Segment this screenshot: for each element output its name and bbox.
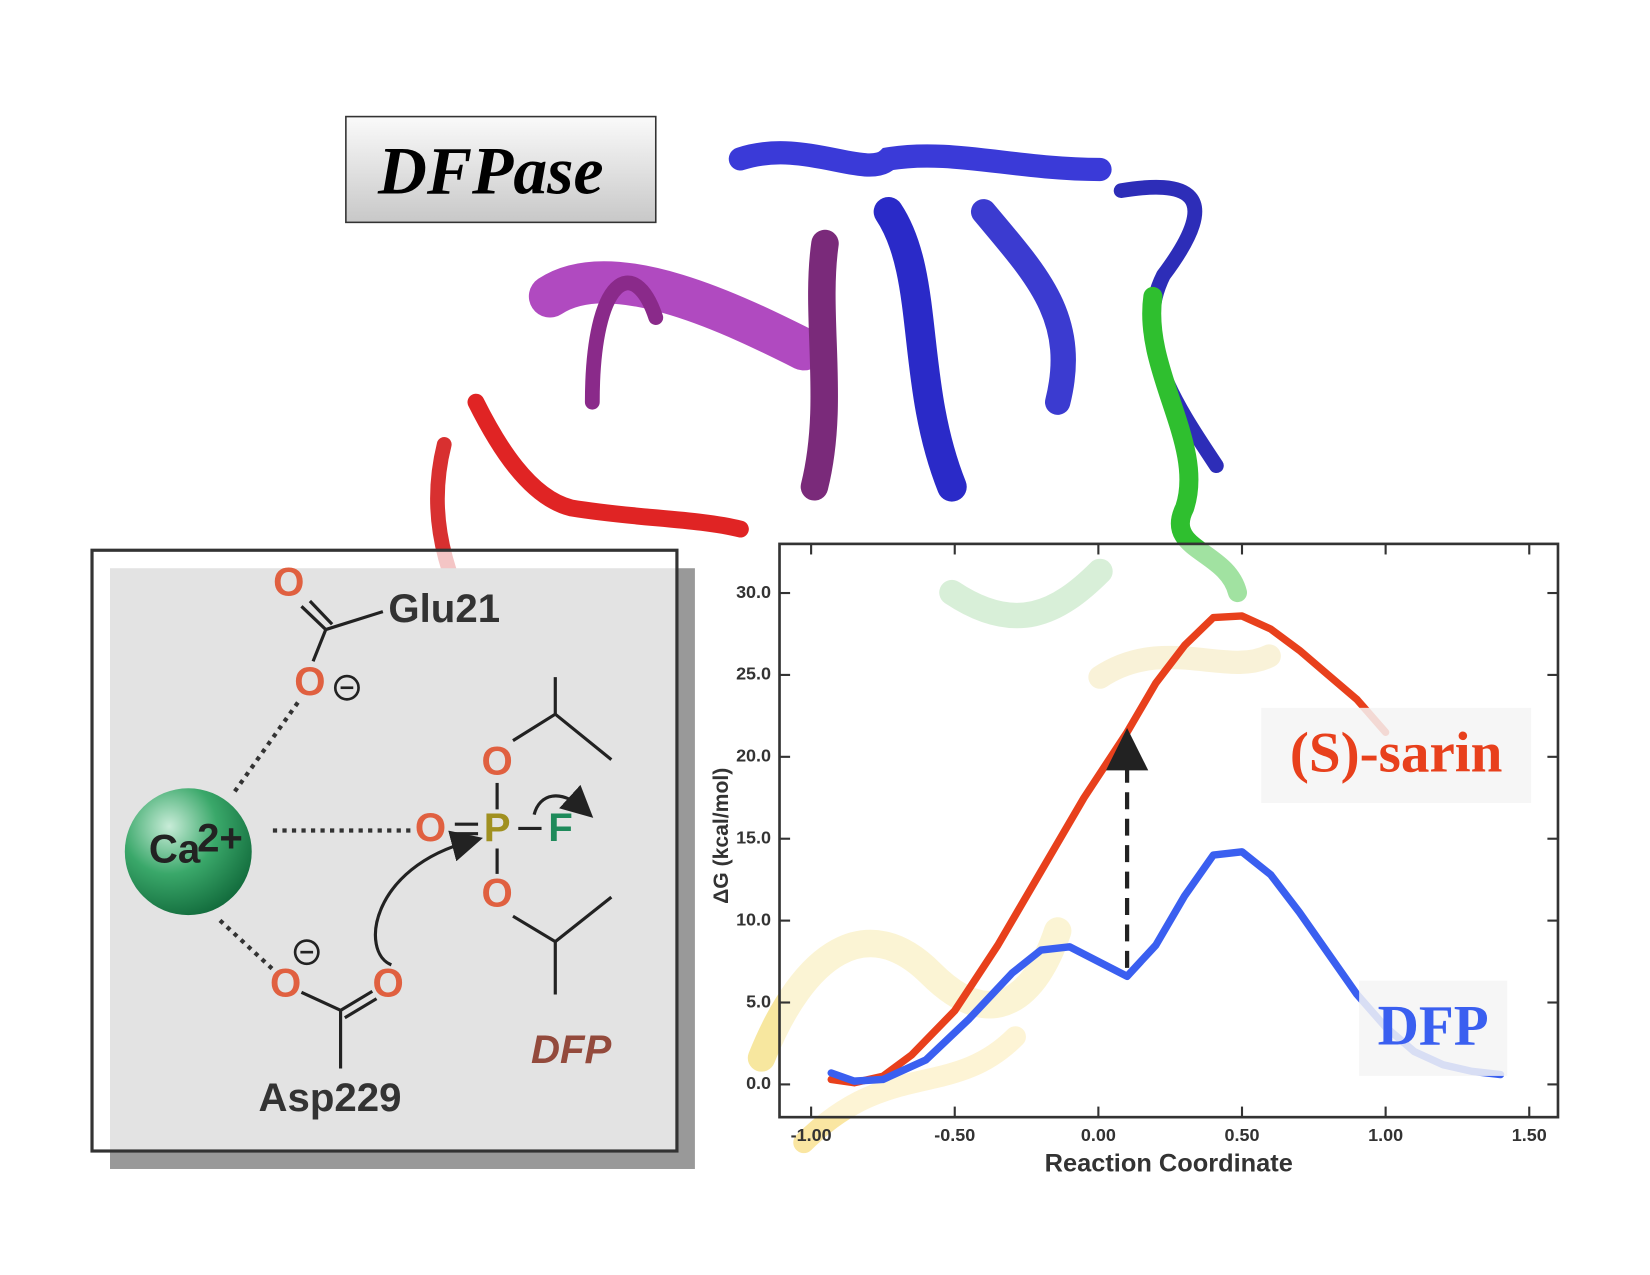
x-tick-label: 0.00: [1081, 1125, 1116, 1145]
y-tick-label: 10.0: [736, 909, 771, 929]
bonds: [300, 599, 613, 1069]
substrate-label: DFP: [531, 1027, 612, 1072]
charge: [333, 674, 360, 701]
series-line: [827, 612, 1390, 1087]
legend-box: [1261, 707, 1532, 804]
atom-o: O: [294, 659, 325, 704]
y-tick-label: 25.0: [736, 664, 771, 684]
atom-o: O: [481, 871, 512, 916]
atom-f: F: [548, 805, 573, 850]
glu-label: Glu21: [388, 586, 500, 631]
atom-o: O: [273, 560, 304, 605]
asp-label: Asp229: [259, 1075, 402, 1120]
legend-box: [1359, 980, 1508, 1076]
x-tick-label: 0.50: [1225, 1125, 1260, 1145]
y-axis-label: ΔG (kcal/mol): [710, 768, 733, 904]
y-tick-label: 15.0: [736, 827, 771, 847]
coordination: [218, 699, 413, 975]
atom-o: O: [270, 961, 301, 1006]
atom-o: O: [481, 739, 512, 784]
atom-p: P: [484, 805, 511, 850]
y-tick-label: 5.0: [746, 991, 771, 1011]
metal-charge: 2+: [197, 816, 243, 861]
legend-label: DFP: [1378, 995, 1489, 1058]
x-axis-label: Reaction Coordinate: [1045, 1149, 1293, 1177]
x-tick-label: -1.00: [791, 1125, 832, 1145]
x-tick-label: 1.00: [1368, 1125, 1403, 1145]
metal-label: Ca: [149, 826, 201, 871]
atom-o: O: [415, 805, 446, 850]
chart: Reaction Coordinate ΔG (kcal/mol) 0.0 5.0…: [710, 542, 1560, 1177]
label-box: [345, 115, 657, 224]
x-tick-label: -0.50: [934, 1125, 975, 1145]
label-text: DFPase: [377, 133, 604, 208]
legend-label: (S)-sarin: [1290, 722, 1503, 785]
y-tick-label: 30.0: [736, 582, 771, 602]
calcium-ion: [124, 788, 252, 916]
y-tick-label: 0.0: [746, 1073, 771, 1093]
x-tick-label: 1.50: [1512, 1125, 1547, 1145]
atom-o: O: [373, 961, 404, 1006]
y-tick-label: 20.0: [736, 746, 771, 766]
charge: [293, 939, 320, 966]
